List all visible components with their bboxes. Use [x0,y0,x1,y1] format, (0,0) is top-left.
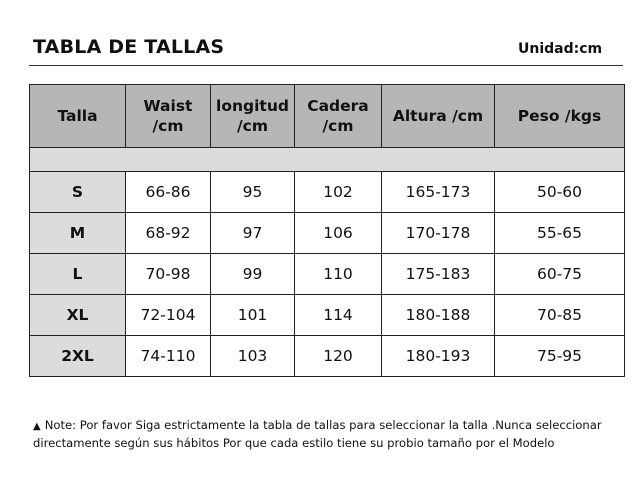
triangle-up-icon: ▲ [33,421,41,432]
waist-cell: 72-104 [125,294,211,336]
table-row: M 68-92 97 106 170-178 55-65 [29,212,625,254]
longitud-cell: 103 [210,335,295,377]
waist-cell: 70-98 [125,253,211,295]
column-header-unit: /cm [152,117,184,135]
column-header-unit: /cm [322,117,354,135]
cadera-cell: 114 [294,294,382,336]
peso-cell: 60-75 [494,253,625,295]
cadera-cell: 106 [294,212,382,254]
column-header-line: Altura /cm [392,107,484,125]
altura-cell: 170-178 [381,212,495,254]
cadera-cell: 102 [294,171,382,213]
column-header-altura: Altura /cm [381,84,495,148]
cadera-cell: 110 [294,253,382,295]
column-header-line: longitud [216,97,289,115]
column-header-peso: Peso /kgs [494,84,625,148]
longitud-cell: 97 [210,212,295,254]
peso-cell: 75-95 [494,335,625,377]
column-header-cadera: Cadera /cm [294,84,382,148]
altura-cell: 180-188 [381,294,495,336]
cadera-cell: 120 [294,335,382,377]
longitud-cell: 101 [210,294,295,336]
table-spacer-row [29,147,625,172]
column-header-line: Cadera [307,97,369,115]
spacer-cell [29,147,625,172]
peso-cell: 70-85 [494,294,625,336]
column-header-line: Peso /kgs [517,107,602,125]
column-header-line: Waist [143,97,193,115]
table-row: 2XL 74-110 103 120 180-193 75-95 [29,335,625,377]
longitud-cell: 95 [210,171,295,213]
note-text: Note: Por favor Siga estrictamente la ta… [33,418,602,450]
waist-cell: 74-110 [125,335,211,377]
peso-cell: 55-65 [494,212,625,254]
table-row: XL 72-104 101 114 180-188 70-85 [29,294,625,336]
table-row: S 66-86 95 102 165-173 50-60 [29,171,625,213]
column-header-longitud: longitud /cm [210,84,295,148]
header-divider [29,65,623,66]
column-header-waist: Waist /cm [125,84,211,148]
size-cell: XL [29,294,126,336]
waist-cell: 66-86 [125,171,211,213]
column-header-talla: Talla [29,84,126,148]
size-cell: 2XL [29,335,126,377]
longitud-cell: 99 [210,253,295,295]
unit-label: Unidad:cm [518,41,603,57]
altura-cell: 175-183 [381,253,495,295]
waist-cell: 68-92 [125,212,211,254]
size-cell: M [29,212,126,254]
size-note: ▲ Note: Por favor Siga estrictamente la t… [33,417,633,452]
altura-cell: 180-193 [381,335,495,377]
column-header-unit: /cm [237,117,268,135]
table-row: L 70-98 99 110 175-183 60-75 [29,253,625,295]
column-header-line: Talla [57,107,98,125]
size-cell: S [29,171,126,213]
size-chart-table: Talla Waist /cm longitud /cm Cadera /cm … [29,84,625,377]
page-title: TABLA DE TALLAS [33,36,225,58]
size-cell: L [29,253,126,295]
peso-cell: 50-60 [494,171,625,213]
table-header-row: Talla Waist /cm longitud /cm Cadera /cm … [29,84,625,148]
altura-cell: 165-173 [381,171,495,213]
